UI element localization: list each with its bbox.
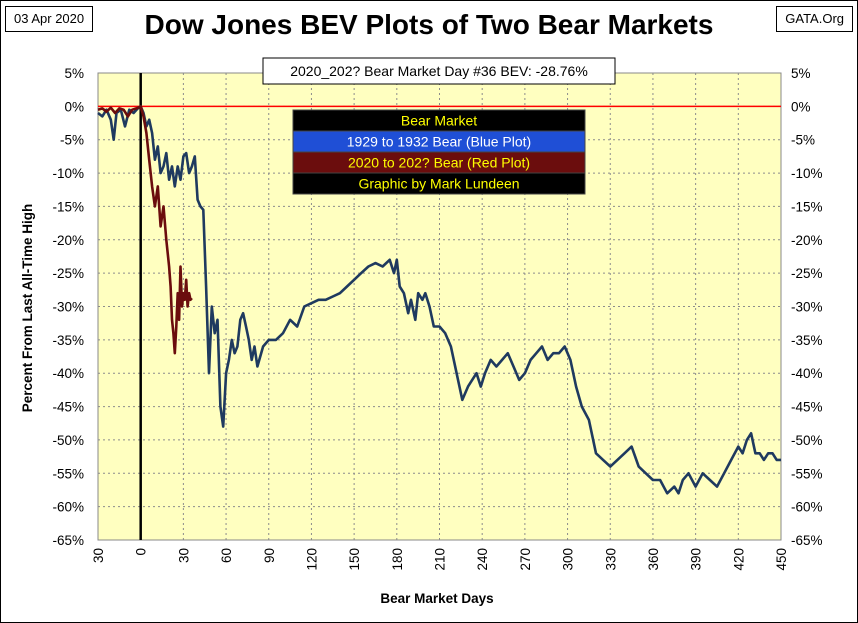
y-tick-label-right: -10% — [791, 166, 823, 181]
x-tick-label: 60 — [219, 548, 234, 563]
legend-entry: 1929 to 1932 Bear (Blue Plot) — [347, 134, 531, 150]
x-tick-label: 150 — [347, 548, 362, 571]
chart-title: Dow Jones BEV Plots of Two Bear Markets — [144, 9, 714, 40]
y-tick-label-left: -40% — [52, 366, 84, 381]
y-tick-label-right: -25% — [791, 266, 823, 281]
y-tick-label-left: -20% — [52, 233, 84, 248]
y-tick-label-right: -5% — [791, 133, 815, 148]
y-tick-label-left: -55% — [52, 466, 84, 481]
x-tick-label: 240 — [475, 548, 490, 571]
y-tick-label-left: -65% — [52, 533, 84, 548]
x-tick-label: 360 — [646, 548, 661, 571]
x-tick-label: 300 — [561, 548, 576, 571]
x-tick-label: 390 — [689, 548, 704, 571]
x-tick-label: 90 — [262, 548, 277, 563]
x-tick-label: 420 — [731, 548, 746, 571]
y-tick-label-right: -15% — [791, 199, 823, 214]
y-tick-label-left: 5% — [64, 66, 84, 81]
y-tick-label-right: -55% — [791, 466, 823, 481]
y-axis-title: Percent From Last All-Time High — [20, 204, 35, 413]
y-tick-label-left: 0% — [64, 99, 84, 114]
x-tick-label: 180 — [390, 548, 405, 571]
series-line-1929 — [97, 105, 781, 495]
y-tick-label-left: -45% — [52, 400, 84, 415]
x-tick-label: 210 — [433, 548, 448, 571]
legend-entry: 2020 to 202? Bear (Red Plot) — [348, 155, 530, 171]
legend-entry: Graphic by Mark Lundeen — [358, 176, 519, 192]
annotation-box — [262, 57, 616, 85]
legend-swatch — [292, 172, 586, 195]
y-tick-label-left: -60% — [52, 500, 84, 515]
x-tick-label: 330 — [603, 548, 618, 571]
y-tick-label-right: -40% — [791, 366, 823, 381]
x-tick-label: 450 — [774, 548, 789, 571]
y-tick-label-right: -65% — [791, 533, 823, 548]
date-label: 03 Apr 2020 — [5, 6, 94, 32]
x-tick-label: 30 — [176, 548, 191, 563]
site-label: GATA.Org — [776, 6, 853, 32]
x-tick-label: 120 — [304, 548, 319, 571]
x-tick-label: 30 — [91, 548, 106, 563]
y-tick-label-right: -50% — [791, 433, 823, 448]
y-tick-label-left: -50% — [52, 433, 84, 448]
annotation-text: 2020_202? Bear Market Day #36 BEV: -28.7… — [290, 63, 588, 79]
series-line-2020 — [97, 105, 193, 355]
x-axis-title: Bear Market Days — [380, 591, 493, 606]
x-tick-label: 0 — [134, 548, 149, 556]
y-tick-label-right: -45% — [791, 400, 823, 415]
y-tick-label-right: -20% — [791, 233, 823, 248]
y-tick-label-left: -30% — [52, 300, 84, 315]
y-tick-label-right: -30% — [791, 300, 823, 315]
y-tick-label-right: 0% — [791, 99, 811, 114]
y-tick-label-left: -25% — [52, 266, 84, 281]
y-tick-label-right: -60% — [791, 500, 823, 515]
y-tick-label-left: -5% — [60, 133, 84, 148]
y-tick-label-left: -15% — [52, 199, 84, 214]
legend-entry: Bear Market — [401, 113, 477, 129]
x-tick-label: 270 — [518, 548, 533, 571]
y-tick-label-left: -35% — [52, 333, 84, 348]
y-tick-label-right: 5% — [791, 66, 811, 81]
y-tick-label-left: -10% — [52, 166, 84, 181]
y-tick-label-right: -35% — [791, 333, 823, 348]
